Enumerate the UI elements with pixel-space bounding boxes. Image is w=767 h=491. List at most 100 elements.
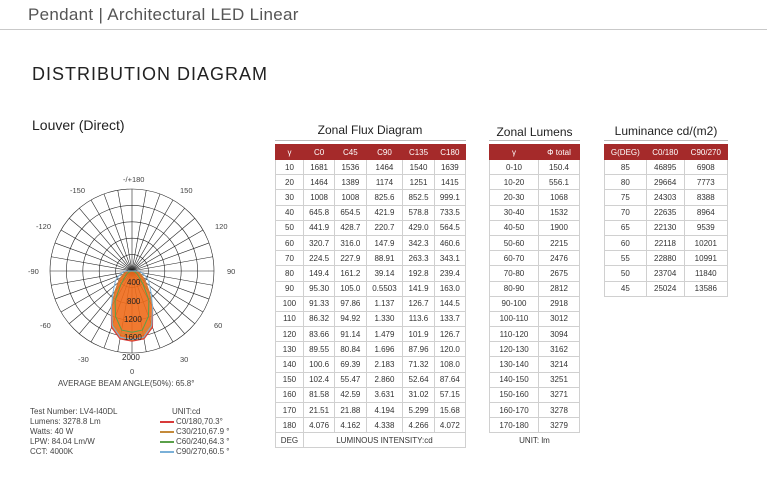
table-cell: 8388 xyxy=(683,189,729,206)
table-cell: 733.5 xyxy=(433,204,467,221)
ring-label-800: 800 xyxy=(127,297,141,306)
table-row: 50 23704 11840 xyxy=(604,265,729,282)
table-footer-row: UNIT: lm xyxy=(490,433,580,448)
test-number: Test Number: LV4-I40DL xyxy=(30,407,118,416)
polar-spoke xyxy=(90,199,133,272)
legend-label: C0/180,70.3° xyxy=(176,417,223,426)
table-row: 60 22118 10201 xyxy=(604,234,729,252)
table-cell: 21.88 xyxy=(334,401,367,419)
table-cell: 141.9 xyxy=(402,280,435,297)
angle-label-150: 150 xyxy=(180,186,193,195)
table-cell: 22880 xyxy=(645,250,685,267)
table-cell: 60-70 xyxy=(489,250,539,267)
flux-title-rule xyxy=(275,140,466,141)
table-cell: 7773 xyxy=(683,174,729,191)
column-header: Φ total xyxy=(538,144,580,160)
table-cell: 1900 xyxy=(538,219,580,236)
table-cell: 564.5 xyxy=(433,219,467,236)
table-cell: 70-80 xyxy=(489,265,539,282)
table-cell: 30 xyxy=(275,189,304,206)
table-cell: 1.479 xyxy=(365,326,404,343)
table-row: 140 100.6 69.39 2.183 71.32 108.0 xyxy=(275,356,467,373)
table-row: 50-60 2215 xyxy=(489,234,580,252)
table-cell: 5.299 xyxy=(402,401,435,419)
angle-label-0: 0 xyxy=(130,367,134,376)
table-cell: 113.6 xyxy=(402,310,435,328)
polar-spoke xyxy=(131,242,210,272)
table-row: 120-130 3162 xyxy=(489,341,580,358)
table-cell: 110 xyxy=(275,310,304,328)
table-cell: 239.4 xyxy=(433,265,467,282)
table-row: 30-40 1532 xyxy=(489,204,580,221)
polar-spoke xyxy=(131,256,213,272)
table-cell: 30-40 xyxy=(489,204,539,221)
table-cell: 120 xyxy=(275,326,304,343)
table-cell: 75 xyxy=(604,189,647,206)
polar-spoke xyxy=(131,207,185,272)
table-row: 130 89.55 80.84 1.696 87.96 120.0 xyxy=(275,341,467,358)
table-cell: 110-120 xyxy=(489,326,539,343)
table-cell: 94.92 xyxy=(334,310,367,328)
table-cell: 825.6 xyxy=(365,189,404,206)
table-cell: 55 xyxy=(604,250,647,267)
table-row: 150-160 3271 xyxy=(489,386,580,404)
table-cell: 170 xyxy=(275,401,304,419)
footer-unit: LUMINOUS INTENSITY:cd xyxy=(302,432,467,449)
footer-deg: DEG xyxy=(275,432,304,449)
table-row: 70 22635 8964 xyxy=(604,204,729,221)
table-cell: 81.58 xyxy=(302,386,336,404)
table-cell: 6908 xyxy=(683,158,729,176)
table-cell: 39.14 xyxy=(365,265,404,282)
table-cell: 108.0 xyxy=(433,356,467,373)
table-cell: 1174 xyxy=(365,174,404,191)
column-header: G(DEG) xyxy=(604,144,647,160)
polar-spoke xyxy=(68,218,133,272)
table-cell: 140-150 xyxy=(489,371,539,388)
table-row: 160-170 3278 xyxy=(489,401,580,419)
table-cell: 150 xyxy=(275,371,304,388)
table-cell: 40-50 xyxy=(489,219,539,236)
column-header: C180 xyxy=(433,144,467,160)
table-cell: 421.9 xyxy=(365,204,404,221)
intensity-curve xyxy=(110,270,154,336)
table-row: 110 86.32 94.92 1.330 113.6 133.7 xyxy=(275,310,467,328)
table-row: 150 102.4 55.47 2.860 52.64 87.64 xyxy=(275,371,467,388)
angle-label-neg90: -90 xyxy=(28,267,39,276)
table-cell: 1639 xyxy=(433,158,467,176)
table-cell: 45 xyxy=(604,280,647,297)
table-cell: 91.14 xyxy=(334,326,367,343)
average-beam-angle: AVERAGE BEAM ANGLE(50%): 65.8° xyxy=(58,379,195,388)
document-header: Pendant | Architectural LED Linear xyxy=(28,5,299,24)
polar-spoke xyxy=(51,270,133,286)
legend-label: C30/210,67.9 ° xyxy=(176,427,230,436)
table-row: 100 91.33 97.86 1.137 126.7 144.5 xyxy=(275,295,467,312)
table-header-row: G(DEG) C0/180 C90/270 xyxy=(604,144,729,160)
table-cell: 23704 xyxy=(645,265,685,282)
table-row: 80-90 2812 xyxy=(489,280,580,297)
polar-spoke xyxy=(103,193,133,272)
table-cell: 1540 xyxy=(402,158,435,176)
table-cell: 91.33 xyxy=(302,295,336,312)
table-cell: 144.5 xyxy=(433,295,467,312)
table-cell: 50 xyxy=(275,219,304,236)
table-row: 65 22130 9539 xyxy=(604,219,729,236)
table-row: 40 645.8 654.5 421.9 578.8 733.5 xyxy=(275,204,467,221)
table-cell: 86.32 xyxy=(302,310,336,328)
table-cell: 88.91 xyxy=(365,250,404,267)
table-cell: 654.5 xyxy=(334,204,367,221)
legend-item-c30: C30/210,67.9 ° xyxy=(160,427,229,437)
table-cell: 50-60 xyxy=(489,234,539,252)
table-row: 20 1464 1389 1174 1251 1415 xyxy=(275,174,467,191)
table-cell: 55.47 xyxy=(334,371,367,388)
polar-spoke xyxy=(131,190,147,272)
table-cell: 3012 xyxy=(538,310,580,328)
table-cell: 342.3 xyxy=(402,234,435,252)
table-cell: 130 xyxy=(275,341,304,358)
table-row: 140-150 3251 xyxy=(489,371,580,388)
table-cell: 90-100 xyxy=(489,295,539,312)
table-cell: 120.0 xyxy=(433,341,467,358)
table-cell: 8964 xyxy=(683,204,729,221)
legend-label: C60/240,64.3 ° xyxy=(176,437,230,446)
table-cell: 220.7 xyxy=(365,219,404,236)
table-cell: 160 xyxy=(275,386,304,404)
